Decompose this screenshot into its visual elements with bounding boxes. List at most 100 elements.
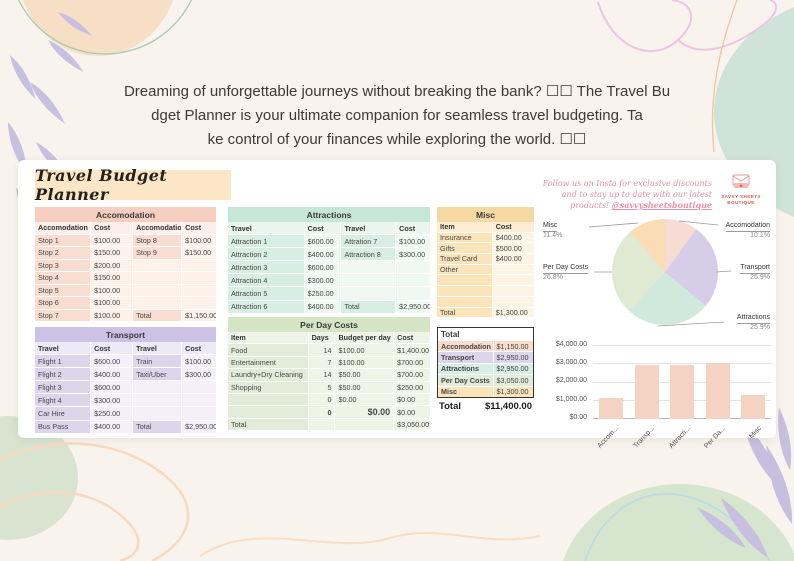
table-cell[interactable]: $600.00 bbox=[91, 355, 133, 368]
table-cell[interactable]: 0 bbox=[308, 406, 335, 418]
table-cell[interactable] bbox=[182, 284, 216, 296]
table-cell[interactable]: $400.00 bbox=[91, 420, 133, 433]
table-cell[interactable]: $50.00 bbox=[335, 369, 394, 381]
table-cell[interactable]: Total bbox=[341, 300, 396, 313]
table-cell[interactable]: $400.00 bbox=[91, 368, 133, 381]
table-cell[interactable] bbox=[228, 393, 308, 406]
table-cell[interactable]: Attration 7 bbox=[341, 235, 396, 248]
table-cell[interactable]: Flight 1 bbox=[35, 355, 91, 368]
table-cell[interactable] bbox=[341, 274, 396, 287]
bar-3[interactable] bbox=[705, 363, 730, 419]
table-cell[interactable] bbox=[182, 381, 216, 394]
table-cell[interactable] bbox=[133, 394, 182, 407]
table-cell[interactable]: $0.00 bbox=[394, 406, 430, 418]
table-cell[interactable]: $0.00 bbox=[335, 406, 394, 418]
table-cell[interactable] bbox=[133, 407, 182, 420]
table-cell[interactable]: Flight 3 bbox=[35, 381, 91, 394]
bar-2[interactable] bbox=[670, 365, 695, 419]
table-cell[interactable]: Flight 4 bbox=[35, 394, 91, 407]
table-cell[interactable] bbox=[182, 394, 216, 407]
table-cell[interactable]: $200.00 bbox=[91, 259, 133, 271]
table-cell[interactable]: 14 bbox=[308, 344, 335, 356]
table-cell[interactable] bbox=[133, 284, 182, 296]
table-cell[interactable] bbox=[492, 264, 534, 275]
table-cell[interactable]: $300.00 bbox=[91, 394, 133, 407]
table-cell[interactable]: $250.00 bbox=[91, 407, 133, 420]
table-cell[interactable]: $150.00 bbox=[91, 272, 133, 284]
bar-4[interactable] bbox=[741, 395, 766, 419]
table-cell[interactable] bbox=[492, 275, 534, 286]
table-cell[interactable] bbox=[228, 406, 308, 418]
table-cell[interactable]: 0 bbox=[308, 393, 335, 406]
table-cell[interactable]: $0.00 bbox=[394, 393, 430, 406]
table-cell[interactable]: $1,150.00 bbox=[493, 341, 533, 352]
table-cell[interactable]: Attraction 6 bbox=[228, 300, 304, 313]
table-cell[interactable] bbox=[133, 272, 182, 284]
table-cell[interactable]: Bus Pass bbox=[35, 420, 91, 433]
table-cell[interactable]: Stop 3 bbox=[35, 259, 91, 271]
table-cell[interactable]: $400.00 bbox=[304, 248, 341, 261]
table-cell[interactable] bbox=[437, 286, 492, 296]
table-cell[interactable]: $300.00 bbox=[304, 274, 341, 287]
table-cell[interactable]: $100.00 bbox=[335, 344, 394, 356]
table-cell[interactable]: Insurance bbox=[437, 232, 492, 243]
table-cell[interactable]: Flight 2 bbox=[35, 368, 91, 381]
table-cell[interactable]: $1,150.00 bbox=[182, 309, 216, 321]
table-cell[interactable]: Accomodation bbox=[438, 341, 493, 352]
table-cell[interactable] bbox=[182, 272, 216, 284]
table-cell[interactable]: Stop 8 bbox=[133, 234, 182, 246]
table-cell[interactable]: $500.00 bbox=[492, 243, 534, 254]
table-cell[interactable]: Attractions bbox=[438, 363, 493, 375]
table-cell[interactable]: $600.00 bbox=[304, 235, 341, 248]
table-cell[interactable]: 14 bbox=[308, 369, 335, 381]
table-cell[interactable] bbox=[396, 261, 430, 274]
table-cell[interactable] bbox=[133, 381, 182, 394]
table-cell[interactable]: Attraction 5 bbox=[228, 287, 304, 300]
table-cell[interactable]: $100.00 bbox=[335, 356, 394, 369]
table-cell[interactable]: Total bbox=[228, 418, 308, 431]
table-cell[interactable]: Shopping bbox=[228, 381, 308, 393]
table-cell[interactable] bbox=[133, 297, 182, 309]
table-cell[interactable]: $600.00 bbox=[304, 261, 341, 274]
table-cell[interactable]: $0.00 bbox=[335, 393, 394, 406]
table-cell[interactable] bbox=[341, 261, 396, 274]
table-cell[interactable]: $250.00 bbox=[394, 381, 430, 393]
table-cell[interactable]: $100.00 bbox=[91, 309, 133, 321]
table-cell[interactable]: $2,950.00 bbox=[493, 363, 533, 375]
table-cell[interactable]: $1,300.00 bbox=[493, 386, 533, 397]
table-cell[interactable]: $250.00 bbox=[304, 287, 341, 300]
table-cell[interactable] bbox=[308, 418, 335, 431]
table-cell[interactable] bbox=[396, 287, 430, 300]
table-cell[interactable] bbox=[182, 407, 216, 420]
instagram-handle[interactable]: @savvysheetsboutique bbox=[611, 200, 712, 210]
table-cell[interactable]: $100.00 bbox=[182, 355, 216, 368]
table-cell[interactable]: $3,050.00 bbox=[394, 418, 430, 431]
table-cell[interactable]: Train bbox=[133, 355, 182, 368]
table-cell[interactable] bbox=[341, 287, 396, 300]
table-cell[interactable] bbox=[396, 274, 430, 287]
table-cell[interactable]: $100.00 bbox=[91, 234, 133, 246]
table-cell[interactable]: Misc bbox=[438, 386, 493, 397]
table-cell[interactable]: Entertainment bbox=[228, 356, 308, 369]
table-cell[interactable]: Car Hire bbox=[35, 407, 91, 420]
table-cell[interactable]: Attraction 2 bbox=[228, 248, 304, 261]
table-cell[interactable]: $100.00 bbox=[91, 297, 133, 309]
bar-1[interactable] bbox=[634, 365, 659, 419]
table-cell[interactable]: Attraction 8 bbox=[341, 248, 396, 261]
table-cell[interactable]: Attraction 3 bbox=[228, 261, 304, 274]
table-cell[interactable]: $100.00 bbox=[182, 234, 216, 246]
table-cell[interactable]: Total bbox=[133, 309, 182, 321]
table-cell[interactable]: $2,950.00 bbox=[396, 300, 430, 313]
table-cell[interactable]: $400.00 bbox=[304, 300, 341, 313]
table-cell[interactable]: $400.00 bbox=[492, 254, 534, 264]
table-cell[interactable]: $100.00 bbox=[91, 284, 133, 296]
table-cell[interactable]: Total bbox=[133, 420, 182, 433]
table-cell[interactable]: $700.00 bbox=[394, 356, 430, 369]
table-cell[interactable]: $2,950.00 bbox=[182, 420, 216, 433]
table-cell[interactable]: Per Day Costs bbox=[438, 375, 493, 386]
table-cell[interactable]: 7 bbox=[308, 356, 335, 369]
table-cell[interactable]: Gifts bbox=[437, 243, 492, 254]
table-cell[interactable]: $400.00 bbox=[492, 232, 534, 243]
table-cell[interactable]: Attraction 1 bbox=[228, 235, 304, 248]
table-cell[interactable]: $2,950.00 bbox=[493, 352, 533, 363]
